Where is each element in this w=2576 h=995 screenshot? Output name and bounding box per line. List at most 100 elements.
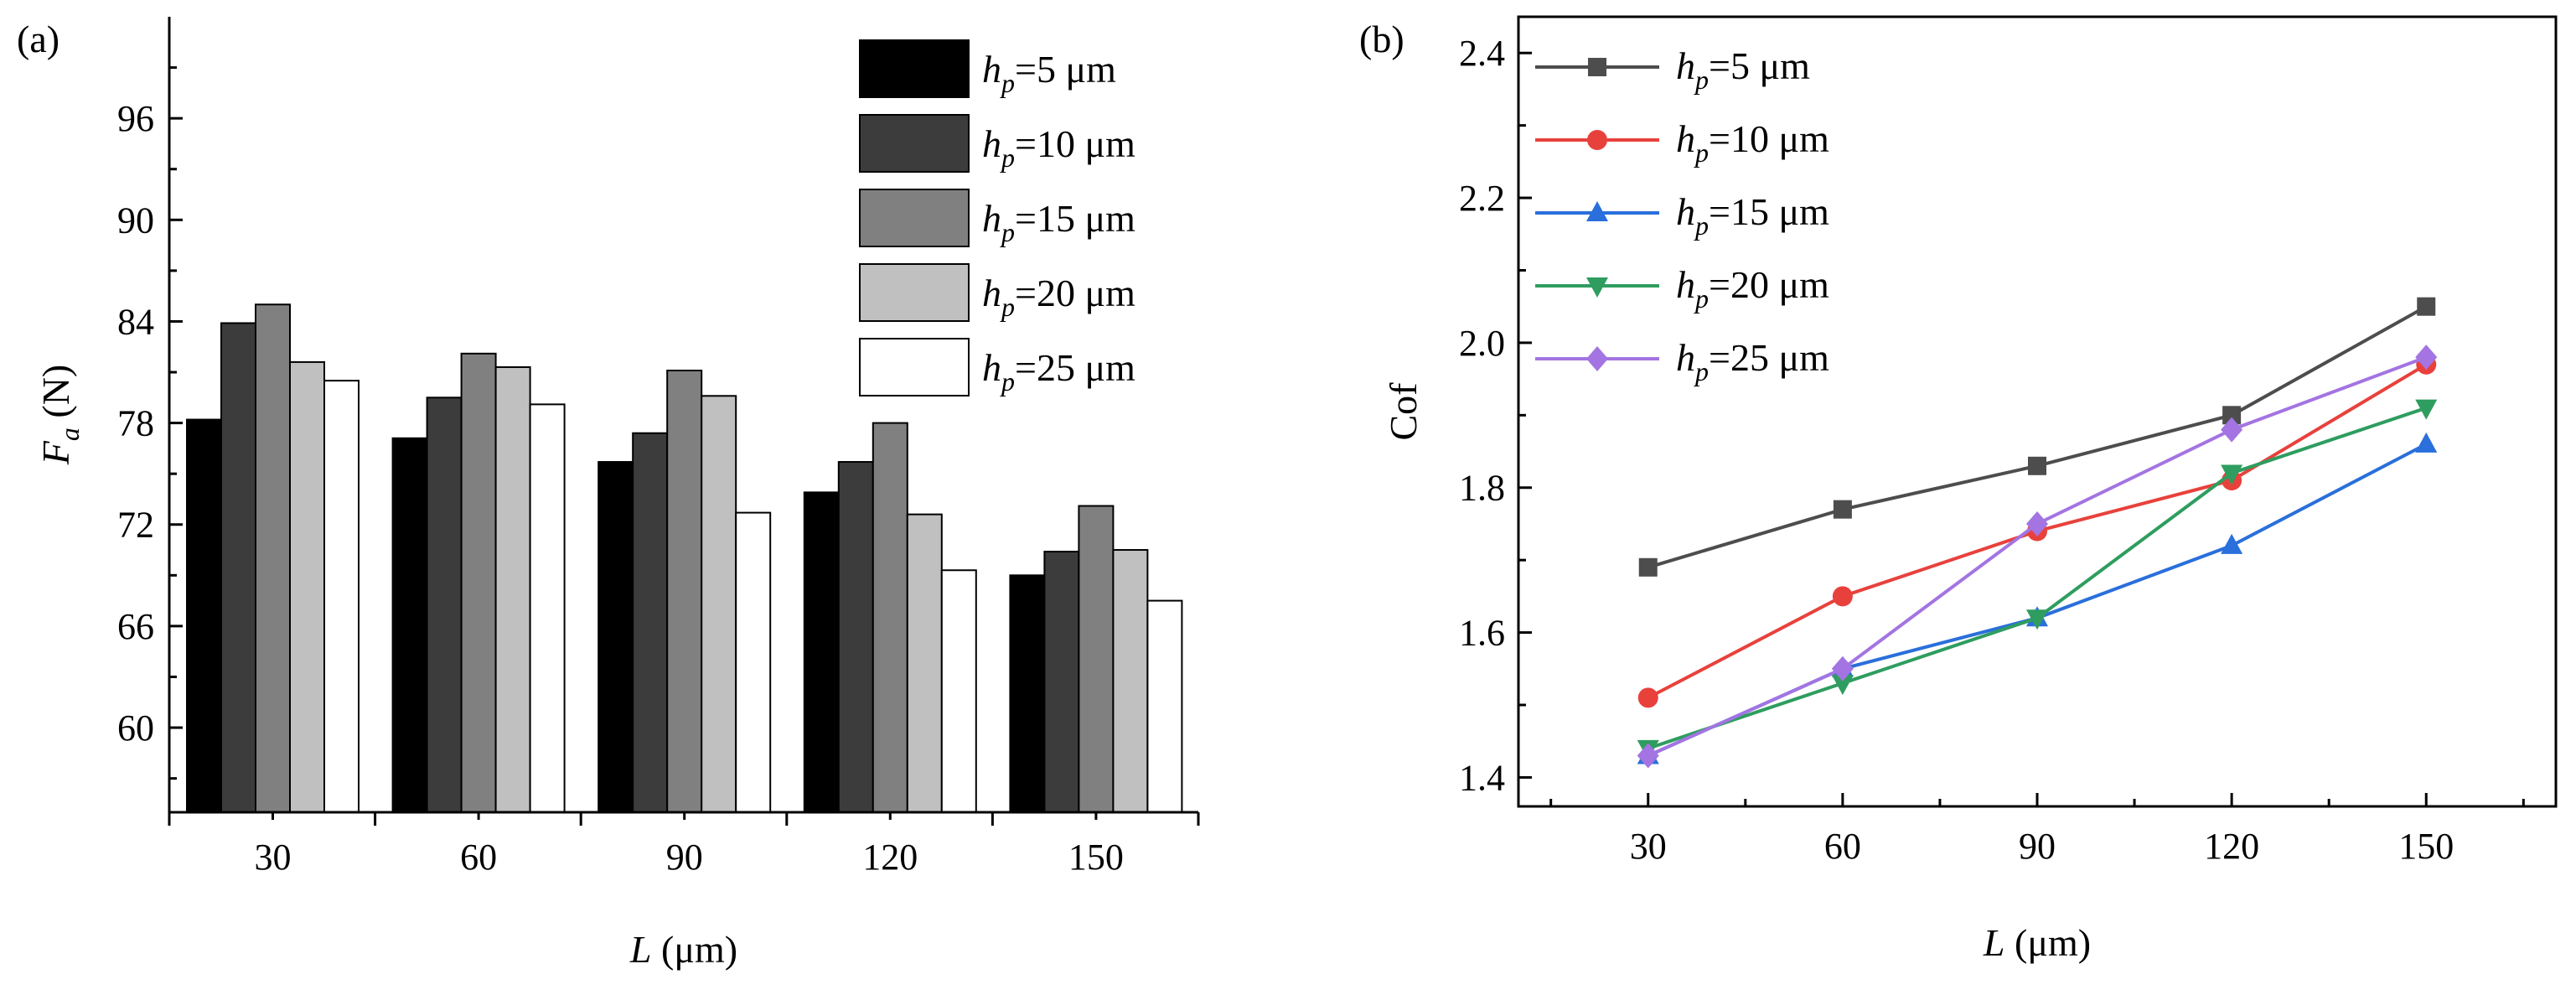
bar-120-series-4 <box>906 513 943 813</box>
y-tick-label-78: 78 <box>117 403 154 444</box>
y-tick-label-66: 66 <box>117 606 154 647</box>
bar-90-series-2 <box>632 432 669 813</box>
legend-label-2-sub: p <box>1000 143 1015 173</box>
bar-150-series-5 <box>1146 599 1183 813</box>
x-axis-label-var: L <box>629 928 652 971</box>
x-tick-label-60: 60 <box>460 837 497 878</box>
y-axis-label-unit: (N) <box>34 365 77 428</box>
legend-marker-4 <box>1586 277 1608 298</box>
x-tick-label-120: 120 <box>862 837 918 878</box>
series-1-point-90 <box>2028 456 2046 475</box>
series-2-point-30 <box>1637 687 1658 708</box>
y-tick-label-90: 90 <box>117 200 154 241</box>
legend-label-2: hp=10 μm <box>982 122 1135 173</box>
legend-label-3: hp=15 μm <box>982 197 1135 247</box>
bar-120-series-3 <box>872 422 908 813</box>
series-5-point-90 <box>2026 510 2048 536</box>
series-5-point-150 <box>2415 345 2438 371</box>
panel-b-label: (b) <box>1359 18 1404 60</box>
legend-label-5: hp=25 μm <box>982 346 1135 396</box>
series-5-point-30 <box>1637 743 1659 769</box>
x-tick-label-120: 120 <box>2204 826 2259 867</box>
legend-marker-2 <box>1587 130 1607 150</box>
legend-label-5: hp=25 μm <box>1676 336 1829 386</box>
panel-a-label: (a) <box>17 18 59 60</box>
legend-marker-5 <box>1586 346 1608 371</box>
series-1-point-150 <box>2417 297 2436 316</box>
y-axis-label-var: F <box>34 440 77 465</box>
line-chart-panel-b: (b) 1.4 1.6 1.8 2.0 2.2 2.4 30 60 90 120 150 L (μm)… <box>1359 15 2558 964</box>
bar-60-series-4 <box>494 365 531 814</box>
legend-swatch-5 <box>859 338 970 396</box>
legend-marker-3 <box>1586 201 1608 221</box>
bar-30-series-4 <box>289 360 325 813</box>
series-1-point-30 <box>1638 557 1658 577</box>
legend-label-3-sub: p <box>1694 210 1709 241</box>
bar-90-series-5 <box>735 511 772 814</box>
x-tick-label-150: 150 <box>2398 826 2454 867</box>
bar-60-series-1 <box>391 437 428 813</box>
y-axis-label-sub: a <box>54 428 85 441</box>
bar-30-series-5 <box>323 380 360 814</box>
bar-chart-panel-a: (a) 60 66 72 78 84 90 96 30 60 90 120 150 L (μm) Fa (… <box>17 17 1200 971</box>
y-axis-label: Fa (N) <box>34 365 85 465</box>
series-4-point-60 <box>1831 675 1854 696</box>
legend-label-5-value: =25 μm <box>1709 336 1829 379</box>
x-tick-label-90: 90 <box>2019 826 2056 867</box>
bar-90-series-4 <box>701 395 737 813</box>
y-axis-label: Cof <box>1382 382 1425 441</box>
legend-label-5-var: h <box>1676 336 1695 379</box>
legend-label-5-var: h <box>982 346 1001 389</box>
legend-label-2-value: =10 μm <box>1709 117 1829 160</box>
bar-90-series-1 <box>597 461 634 814</box>
series-5-point-60 <box>1831 656 1854 681</box>
legend-marker-1 <box>1588 58 1606 76</box>
bar-150-series-3 <box>1078 505 1115 813</box>
legend-label-1-var: h <box>1676 44 1695 87</box>
legend-label-1: hp=5 μm <box>982 48 1116 98</box>
y-tick-label-60: 60 <box>117 707 154 749</box>
legend-label-3-var: h <box>1676 190 1695 233</box>
legend-label-1: hp=5 μm <box>1676 44 1810 95</box>
series-2-point-60 <box>1832 586 1853 607</box>
x-tick-label-150: 150 <box>1068 837 1124 878</box>
legend-label-4-var: h <box>1676 263 1695 306</box>
y-tick-label-1.6: 1.6 <box>1459 613 1505 654</box>
legend-label-4-value: =20 μm <box>1709 263 1829 306</box>
bar-150-series-1 <box>1009 574 1046 813</box>
legend-label-1-var: h <box>982 48 1001 91</box>
bar-60-series-2 <box>426 396 463 813</box>
x-tick-label-90: 90 <box>666 837 703 878</box>
x-axis-label: L (μm) <box>1983 921 2091 964</box>
legend-label-5-value: =25 μm <box>1015 346 1135 389</box>
legend-label-2-sub: p <box>1694 137 1709 168</box>
series-3-point-150 <box>2415 432 2438 453</box>
bar-60-series-5 <box>529 403 566 813</box>
series-4-point-150 <box>2415 399 2438 420</box>
bar-30-series-1 <box>186 418 222 813</box>
legend-swatch-1 <box>859 39 970 98</box>
legend-label-2-var: h <box>982 122 1001 165</box>
bar-90-series-3 <box>666 370 703 813</box>
y-tick-label-72: 72 <box>117 505 154 546</box>
bar-150-series-2 <box>1043 551 1080 814</box>
x-axis-label-unit: (μm) <box>2005 921 2092 964</box>
legend-label-5-sub: p <box>1694 356 1709 386</box>
bar-60-series-3 <box>460 352 497 814</box>
bar-120-series-1 <box>803 491 840 813</box>
bar-30-series-3 <box>255 303 291 813</box>
series-5-line <box>1647 355 2427 758</box>
x-axis-label-var: L <box>1983 921 2005 964</box>
legend-swatch-3 <box>859 189 970 247</box>
legend-label-4-sub: p <box>1000 292 1015 322</box>
legend-label-2: hp=10 μm <box>1676 117 1829 168</box>
x-tick-label-60: 60 <box>1824 826 1861 867</box>
legend-label-4: hp=20 μm <box>1676 263 1829 314</box>
legend-label-2-var: h <box>1676 117 1695 160</box>
series-4-point-90 <box>2026 609 2048 630</box>
legend-label-3-value: =15 μm <box>1015 197 1135 240</box>
legend-label-4-var: h <box>982 272 1001 314</box>
y-tick-label-1.4: 1.4 <box>1459 757 1505 798</box>
x-axis-label-unit: (μm) <box>652 928 738 971</box>
